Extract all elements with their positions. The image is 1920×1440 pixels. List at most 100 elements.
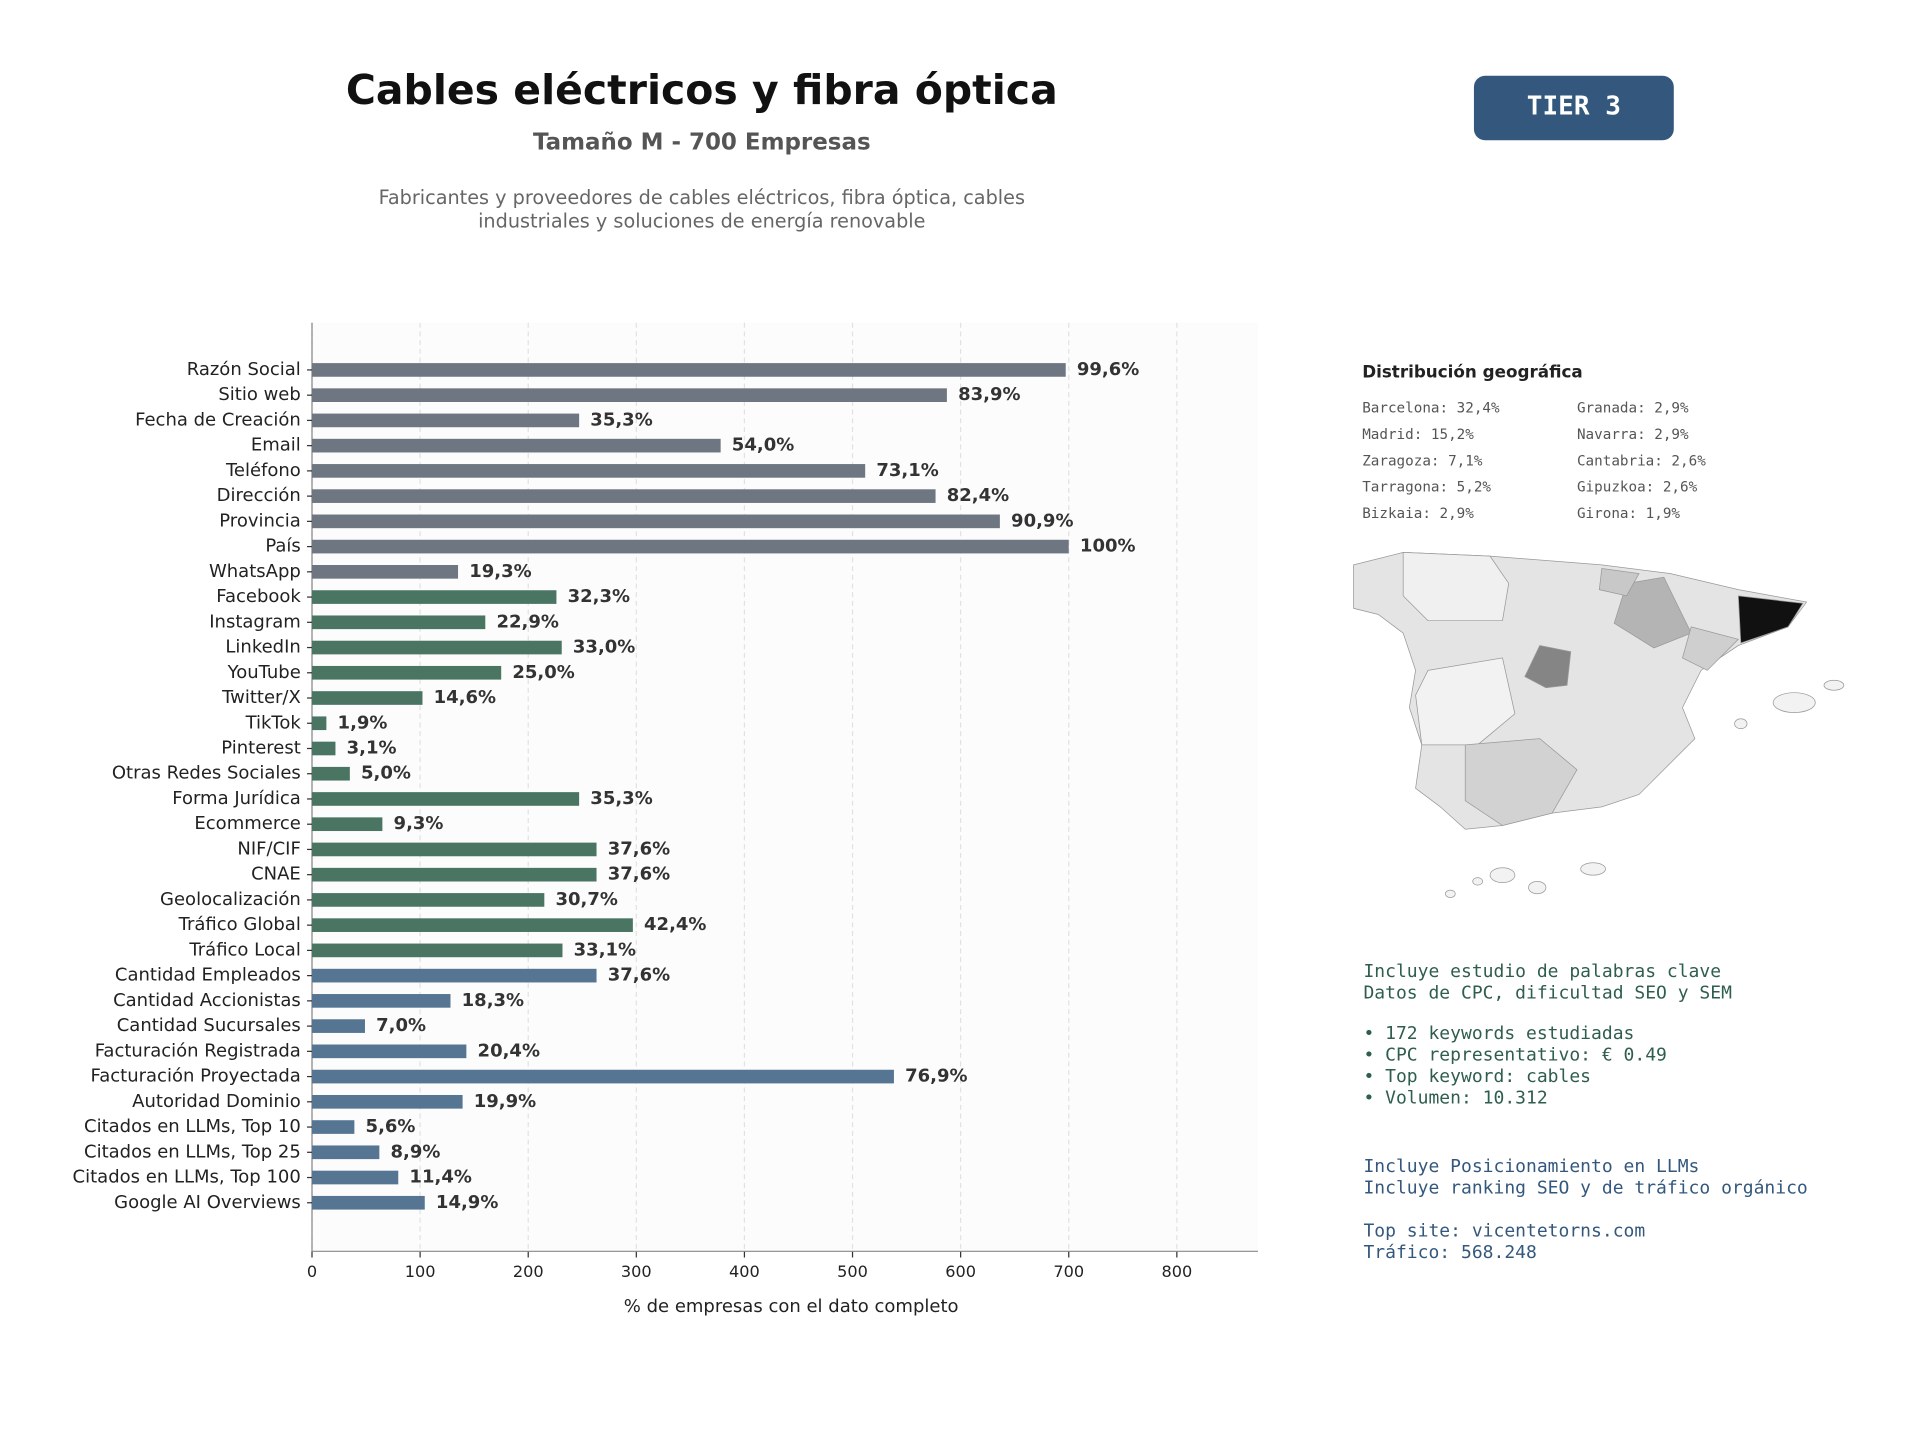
note-line: Tráfico: 568.248 — [1363, 1242, 1536, 1263]
y-tick-label: Facebook — [216, 586, 301, 607]
description: Fabricantes y proveedores de cables eléc… — [379, 186, 1025, 209]
y-tick-label: Ecommerce — [194, 813, 300, 834]
geo-item: Girona: 1,9% — [1577, 506, 1680, 522]
y-tick-label: Autoridad Dominio — [132, 1091, 301, 1112]
island — [1528, 881, 1547, 895]
value-label: 37,6% — [608, 965, 670, 986]
bar — [312, 1170, 399, 1185]
x-tick-label: 200 — [513, 1262, 544, 1281]
value-label: 7,0% — [376, 1015, 426, 1036]
description: industriales y soluciones de energía ren… — [478, 210, 925, 233]
geo-item: Bizkaia: 2,9% — [1362, 506, 1474, 522]
y-tick-label: Razón Social — [187, 359, 301, 380]
value-label: 18,3% — [462, 990, 524, 1011]
bar — [312, 792, 580, 806]
note-line: • 172 keywords estudiadas — [1363, 1023, 1634, 1044]
x-axis-label: % de empresas con el dato completo — [624, 1296, 959, 1317]
y-tick-label: Cantidad Accionistas — [113, 990, 301, 1011]
geo-title: Distribución geográfica — [1362, 361, 1583, 381]
value-label: 90,9% — [1011, 510, 1073, 531]
value-label: 22,9% — [496, 611, 558, 632]
y-tick-label: Email — [251, 435, 301, 456]
geo-item: Granada: 2,9% — [1577, 400, 1689, 416]
value-label: 83,9% — [958, 384, 1020, 405]
region — [1402, 552, 1510, 622]
bar — [312, 388, 947, 402]
y-tick-label: WhatsApp — [209, 561, 301, 582]
bar — [312, 665, 502, 680]
x-tick-label: 300 — [621, 1262, 652, 1281]
bar — [312, 867, 597, 882]
value-label: 19,9% — [474, 1091, 536, 1112]
y-tick-label: Teléfono — [225, 460, 301, 481]
plot-area — [312, 322, 1258, 1252]
bar — [312, 817, 383, 832]
bar — [312, 994, 451, 1008]
bar — [312, 489, 936, 503]
bar — [312, 1094, 463, 1109]
value-label: 3,1% — [347, 737, 397, 758]
geo-item: Barcelona: 32,4% — [1362, 400, 1500, 416]
y-tick-label: YouTube — [227, 662, 301, 683]
bar — [312, 1145, 380, 1160]
title: Cables eléctricos y fibra óptica — [346, 66, 1058, 114]
note-line: • Top keyword: cables — [1363, 1066, 1591, 1087]
geo-item: Madrid: 15,2% — [1362, 427, 1474, 443]
y-tick-label: Sitio web — [218, 384, 300, 405]
value-label: 5,0% — [361, 763, 411, 784]
value-label: 5,6% — [366, 1116, 416, 1137]
value-label: 1,9% — [338, 712, 388, 733]
x-tick-label: 700 — [1053, 1262, 1084, 1281]
bar — [312, 842, 597, 857]
y-tick-label: Geolocalización — [160, 889, 301, 910]
region — [1598, 568, 1640, 597]
bar — [312, 413, 580, 428]
x-tick-label: 0 — [307, 1262, 317, 1281]
map — [1353, 552, 1845, 898]
island — [1772, 692, 1816, 713]
x-tick-label: 500 — [837, 1262, 868, 1281]
value-label: 33,0% — [573, 637, 635, 658]
value-label: 99,6% — [1077, 359, 1139, 380]
value-label: 73,1% — [876, 460, 938, 481]
island — [1823, 679, 1845, 691]
note-line: • Volumen: 10.312 — [1363, 1087, 1547, 1108]
value-label: 32,3% — [568, 586, 630, 607]
value-label: 35,3% — [590, 788, 652, 809]
note-line: Incluye Posicionamiento en LLMs — [1363, 1156, 1699, 1177]
y-tick-label: TikTok — [245, 712, 302, 733]
y-tick-label: Instagram — [209, 611, 301, 632]
y-tick-label: Citados en LLMs, Top 10 — [84, 1116, 301, 1137]
value-label: 9,3% — [394, 813, 444, 834]
value-label: 76,9% — [905, 1066, 967, 1087]
geo-item: Tarragona: 5,2% — [1362, 480, 1491, 496]
y-tick-label: Tráfico Global — [178, 914, 301, 935]
value-label: 30,7% — [555, 889, 617, 910]
value-label: 82,4% — [947, 485, 1009, 506]
bar — [312, 1195, 425, 1210]
badge — [1473, 75, 1674, 141]
y-tick-label: País — [265, 536, 300, 557]
y-tick-label: Pinterest — [221, 737, 301, 758]
bar — [312, 363, 1066, 377]
y-tick-label: Otras Redes Sociales — [112, 763, 301, 784]
island — [1580, 862, 1606, 876]
y-tick-label: Dirección — [217, 485, 301, 506]
y-tick-label: NIF/CIF — [237, 838, 300, 859]
y-tick-label: Google AI Overviews — [114, 1192, 301, 1213]
value-label: 19,3% — [469, 561, 531, 582]
region — [1524, 645, 1572, 689]
value-label: 33,1% — [574, 939, 636, 960]
note-line: Incluye estudio de palabras clave — [1363, 961, 1721, 982]
region — [1682, 626, 1740, 671]
note-line: • CPC representativo: € 0.49 — [1363, 1045, 1666, 1066]
note-line: Top site: vicentetorns.com — [1363, 1220, 1645, 1241]
bar — [312, 539, 1069, 554]
y-tick-label: Facturación Proyectada — [91, 1066, 301, 1087]
bar — [312, 918, 633, 932]
note-line: Incluye ranking SEO y de tráfico orgánic… — [1363, 1177, 1807, 1198]
y-tick-label: CNAE — [251, 864, 301, 885]
bar — [312, 565, 459, 579]
y-tick-label: Facturación Registrada — [95, 1040, 301, 1061]
